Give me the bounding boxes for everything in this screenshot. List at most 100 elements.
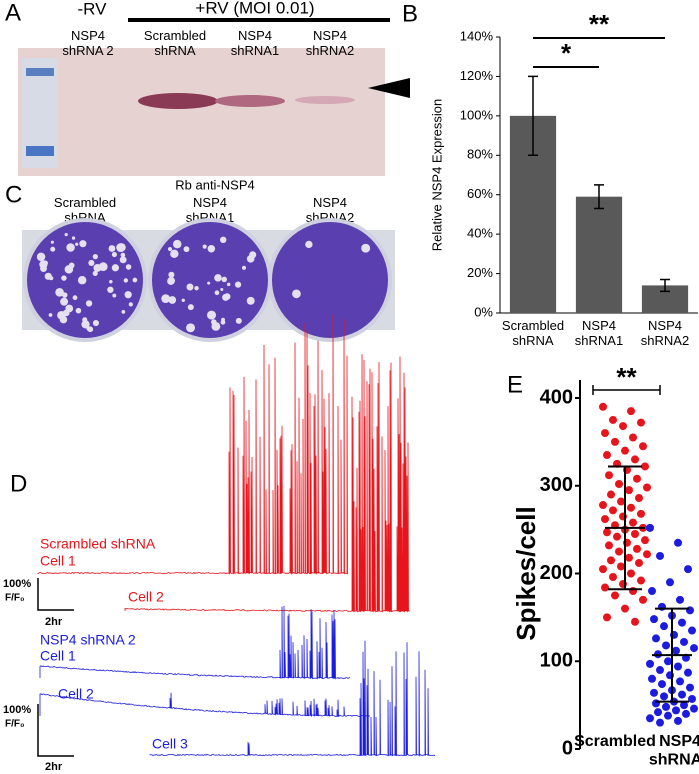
point [686,606,694,615]
panel-label: E [507,371,523,398]
plaque [186,323,196,333]
plaque [65,304,74,313]
point [637,576,645,585]
point [690,704,698,713]
point [652,699,660,708]
point [631,455,639,464]
plaque [36,252,46,262]
scale-label: F/F₀ [5,719,25,730]
plaque [207,281,211,285]
blot-membrane [18,48,385,176]
plaque [92,319,100,327]
cell-label: Cell 1 [40,648,76,664]
lane-label: NSP4 shRNA1 [231,28,279,58]
point [641,536,649,545]
point [648,587,656,596]
mean-sd-bar [652,607,692,703]
plaque [111,252,117,258]
error-bar [594,184,604,210]
point [627,407,635,416]
point [601,515,609,524]
plaque [246,296,255,305]
point [619,422,627,431]
point [631,530,639,539]
point [678,618,686,627]
point [680,701,688,710]
plaque [241,265,247,270]
point [635,494,643,503]
group-label: NSP4 shRNA 2 [40,632,136,648]
point [637,509,645,518]
ladder-band [26,68,54,76]
plaque [211,321,221,331]
plaque [111,264,120,272]
trace [39,692,371,718]
plaque [167,246,173,252]
significance-label: ** [616,362,637,392]
point [676,677,684,686]
group-label: Scrambled shRNA [40,536,156,552]
mean-sd-bar [605,465,645,591]
lane-label: Scrambled shRNA [144,28,206,58]
treatment-label: -RV [78,0,108,18]
plaque [123,278,129,283]
plaque [292,289,301,299]
point [601,583,609,592]
plaque [305,240,313,249]
significance-line [592,385,661,395]
plate [268,218,392,342]
point [599,402,607,411]
point [682,709,690,718]
plaque [112,293,117,298]
scale-bar [37,578,74,611]
plaque [219,236,227,244]
blot-band [138,93,218,109]
plaque [120,252,126,258]
y-axis-label: Spikes/cell [511,506,541,640]
plaque [75,242,79,246]
point [599,501,607,510]
y-tick-label: 60% [467,186,493,201]
point [629,587,637,596]
plaque [119,256,127,264]
plaque [77,275,87,285]
point [603,451,611,460]
point [666,578,674,587]
plaque [44,272,52,280]
plaque [220,319,226,325]
point [639,595,647,604]
plaque [181,298,185,302]
trace [124,354,411,613]
point [627,569,635,578]
plaque [116,243,126,253]
point [678,690,686,699]
panel-label: C [5,181,22,208]
y-tick-label: 20% [467,265,493,280]
plaque [81,320,90,329]
point [613,532,621,541]
point [658,602,666,611]
error-bar [660,278,670,293]
plaque [246,255,255,263]
plaque [71,236,76,240]
plaque [108,245,116,252]
plaque [132,277,138,283]
point [646,523,654,532]
plaque [167,277,175,285]
point [662,641,670,650]
point [674,716,682,725]
trace [149,640,436,757]
bar [575,196,623,313]
point [629,518,637,527]
point [639,442,647,451]
lane-label: NSP4 shRNA 2 [62,28,113,58]
point [660,622,668,631]
point [605,541,613,550]
plaque [62,292,68,298]
plaque [168,271,175,278]
point [609,573,617,582]
point [646,659,654,668]
point [611,591,619,600]
plaque [55,287,64,297]
plaque [202,244,207,249]
